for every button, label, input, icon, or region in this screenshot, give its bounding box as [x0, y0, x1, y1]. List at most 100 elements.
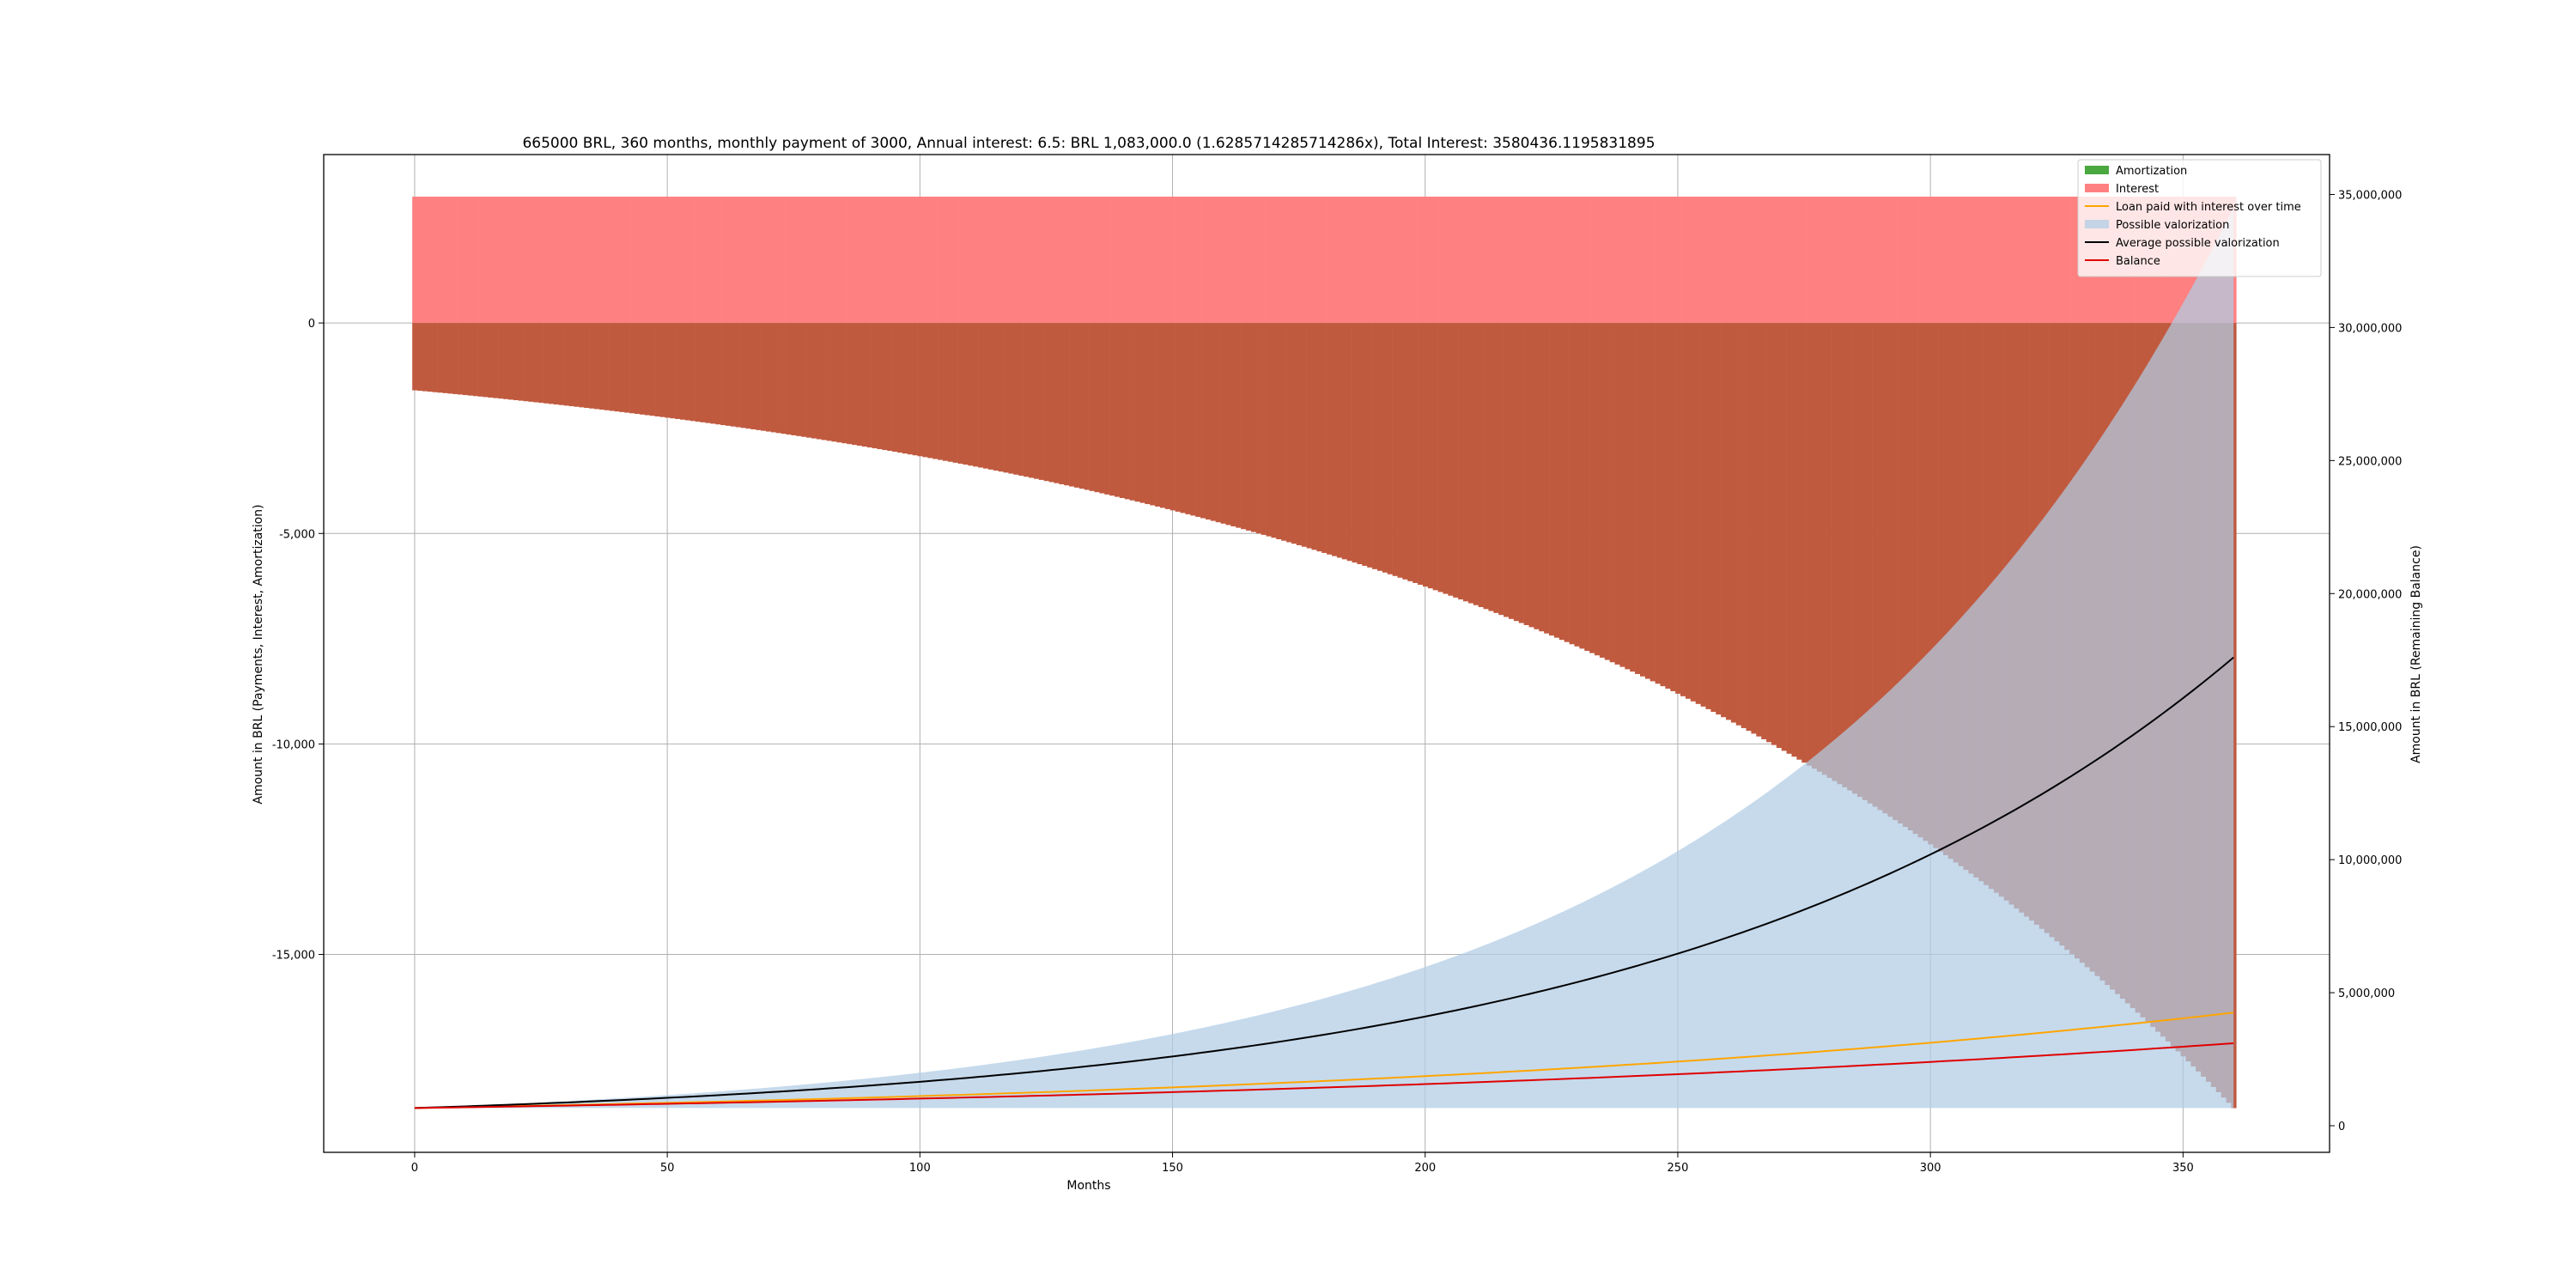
interest-bar	[1190, 197, 1196, 324]
interest-bar	[1675, 197, 1681, 324]
interest-bar	[1437, 197, 1443, 324]
amortization-bar	[877, 323, 883, 450]
amortization-bar	[584, 323, 590, 409]
interest-bar	[720, 197, 726, 324]
amortization-bar	[684, 323, 691, 421]
amortization-bar	[1124, 323, 1130, 500]
amortization-bar	[766, 323, 772, 432]
interest-bar	[427, 197, 433, 324]
amortization-bar	[1286, 323, 1292, 543]
interest-bar	[1574, 197, 1580, 324]
amortization-bar	[1271, 323, 1277, 538]
amortization-bar	[488, 323, 494, 398]
interest-bar	[1413, 197, 1419, 324]
interest-bar	[528, 197, 534, 324]
amortization-bar	[427, 323, 433, 392]
amortization-bar	[1352, 323, 1358, 563]
amortization-bar	[1316, 323, 1322, 552]
interest-bar	[761, 197, 767, 324]
interest-bar	[1877, 197, 1883, 324]
interest-bar	[1923, 197, 1929, 324]
amortization-bar	[1958, 323, 1964, 866]
amortization-bar	[1180, 323, 1186, 513]
amortization-bar	[1730, 323, 1737, 723]
amortization-bar	[1145, 323, 1151, 505]
interest-bar	[1059, 197, 1065, 324]
interest-bar	[993, 197, 999, 324]
amortization-bar	[1159, 323, 1166, 508]
amortization-bar	[952, 323, 958, 463]
interest-bar	[1756, 197, 1762, 324]
interest-bar	[538, 197, 544, 324]
amortization-bar	[770, 323, 777, 433]
amortization-bar	[1069, 323, 1075, 487]
amortization-bar	[1376, 323, 1383, 571]
amortization-bar	[1893, 323, 1899, 821]
amortization-bar	[1437, 323, 1443, 592]
amortization-bar	[558, 323, 564, 405]
amortization-bar	[1766, 323, 1772, 743]
interest-bar	[609, 197, 615, 324]
amortization-bar	[604, 323, 610, 410]
amortization-bar	[1473, 323, 1479, 605]
interest-bar	[1821, 197, 1827, 324]
interest-bar	[1054, 197, 1060, 324]
amortization-bar	[1463, 323, 1469, 602]
interest-bar	[639, 197, 646, 324]
amortization-bar	[1266, 323, 1272, 537]
interest-bar	[866, 197, 872, 324]
interest-bar	[670, 197, 676, 324]
x-axis-label: Months	[1066, 1179, 1110, 1193]
amortization-bar	[1306, 323, 1312, 549]
interest-bar	[1336, 197, 1343, 324]
interest-bar	[1639, 197, 1646, 324]
amortization-bar	[1488, 323, 1494, 611]
amortization-bar	[973, 323, 979, 467]
interest-bar	[796, 197, 802, 324]
amortization-bar	[1170, 323, 1176, 511]
amortization-bar	[1655, 323, 1661, 684]
interest-bar	[705, 197, 711, 324]
amortization-bar	[518, 323, 524, 401]
amortization-bar	[1402, 323, 1408, 580]
amortization-bar	[806, 323, 812, 438]
interest-bar	[624, 197, 630, 324]
interest-bar	[488, 197, 494, 324]
interest-bar	[1630, 197, 1636, 324]
amortization-bar	[1786, 323, 1792, 754]
interest-bar	[1847, 197, 1853, 324]
interest-bar	[1928, 197, 1934, 324]
interest-bar	[1073, 197, 1080, 324]
amortization-bar	[1685, 323, 1692, 699]
amortization-bar	[538, 323, 544, 404]
interest-bar	[1665, 197, 1671, 324]
amortization-bar	[1048, 323, 1054, 483]
amortization-bar	[563, 323, 569, 406]
interest-bar	[710, 197, 716, 324]
interest-bar	[1725, 197, 1732, 324]
legend-label: Balance	[2116, 255, 2160, 268]
interest-bar	[1539, 197, 1545, 324]
amortization-bar	[1771, 323, 1777, 745]
amortization-bar	[523, 323, 529, 402]
interest-bar	[1432, 197, 1438, 324]
interest-bar	[1604, 197, 1610, 324]
amortization-bar	[483, 323, 489, 398]
interest-bar	[1422, 197, 1429, 324]
interest-bar	[1099, 197, 1105, 324]
interest-bar	[912, 197, 918, 324]
x-tick-label: 350	[2172, 1162, 2194, 1175]
x-tick-label: 0	[411, 1162, 418, 1175]
y-right-tick-label: 10,000,000	[2338, 854, 2402, 867]
amortization-bar	[1923, 323, 1929, 841]
interest-bar	[1695, 197, 1701, 324]
amortization-bar	[593, 323, 600, 410]
amortization-bar	[1291, 323, 1297, 544]
interest-bar	[1402, 197, 1408, 324]
amortization-bar	[1357, 323, 1363, 565]
amortization-bar	[933, 323, 939, 459]
interest-bar	[1266, 197, 1272, 324]
amortization-bar	[1649, 323, 1656, 682]
interest-bar	[1579, 197, 1585, 324]
amortization-bar	[1028, 323, 1035, 478]
